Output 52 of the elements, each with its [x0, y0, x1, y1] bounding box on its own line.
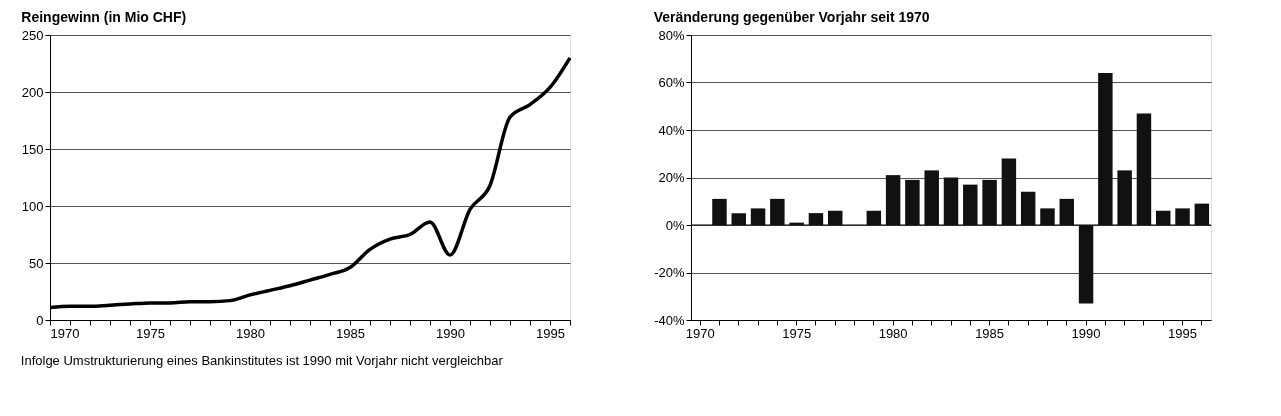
- bar: [770, 198, 785, 225]
- x-tick-label: 1980: [236, 325, 265, 341]
- bar: [905, 179, 920, 225]
- y-tick-label: 40%: [658, 122, 685, 138]
- y-tick-label: 250: [21, 27, 44, 43]
- x-tick-label: 1975: [782, 325, 812, 341]
- x-tick-label: 1975: [136, 325, 165, 341]
- x-tick-label: 1995: [536, 325, 565, 341]
- x-tick-label: 1990: [1071, 325, 1101, 341]
- bar: [1020, 191, 1036, 225]
- y-tick-label: 50: [29, 255, 44, 271]
- x-tick-label: 1980: [878, 325, 908, 341]
- chart-title: Veränderung gegenüber Vorjahr seit 1970: [653, 9, 930, 25]
- bar: [943, 177, 959, 225]
- bar: [866, 210, 882, 225]
- y-tick-label: -40%: [654, 312, 685, 328]
- bar: [924, 170, 939, 225]
- y-tick-label: 200: [21, 84, 44, 100]
- bar: [1001, 158, 1017, 225]
- x-tick-label: 1985: [975, 325, 1005, 341]
- bar: [1078, 225, 1094, 304]
- chart-title: Reingewinn (in Mio CHF): [21, 9, 187, 25]
- x-tick-label: 1970: [685, 325, 715, 341]
- bar: [963, 184, 978, 225]
- y-tick-label: 0%: [665, 217, 685, 233]
- x-tick-label: 1985: [336, 325, 365, 341]
- y-tick-label: 60%: [658, 75, 685, 90]
- y-tick-label: 150: [21, 141, 44, 157]
- bar: [982, 179, 997, 225]
- bar: [1059, 198, 1075, 225]
- bar: [750, 208, 766, 225]
- bar: [885, 175, 901, 225]
- bar: [1156, 210, 1171, 225]
- y-tick-label: -20%: [654, 265, 685, 280]
- text: Infolge Umstrukturierung eines Bankinstitutes ist 1990 mit Vorjahr nicht vergleichbar: [20, 352, 504, 368]
- y-tick-label: 80%: [658, 27, 685, 43]
- bar: [1040, 208, 1055, 225]
- bar: [1175, 208, 1190, 225]
- x-tick-label: 1995: [1168, 325, 1197, 341]
- y-tick-label: 0: [36, 312, 44, 328]
- x-tick-label: 1970: [50, 325, 80, 341]
- bar: [712, 198, 727, 225]
- y-tick-label: 20%: [658, 170, 685, 185]
- x-tick-label: 1990: [436, 325, 465, 341]
- bar: [1136, 113, 1152, 225]
- y-tick-label: 100: [21, 198, 44, 214]
- bar: [731, 213, 746, 225]
- bar: [808, 213, 824, 225]
- bar: [1117, 170, 1132, 225]
- bar: [1098, 73, 1113, 225]
- bar: [1194, 203, 1210, 225]
- bar: [827, 210, 843, 225]
